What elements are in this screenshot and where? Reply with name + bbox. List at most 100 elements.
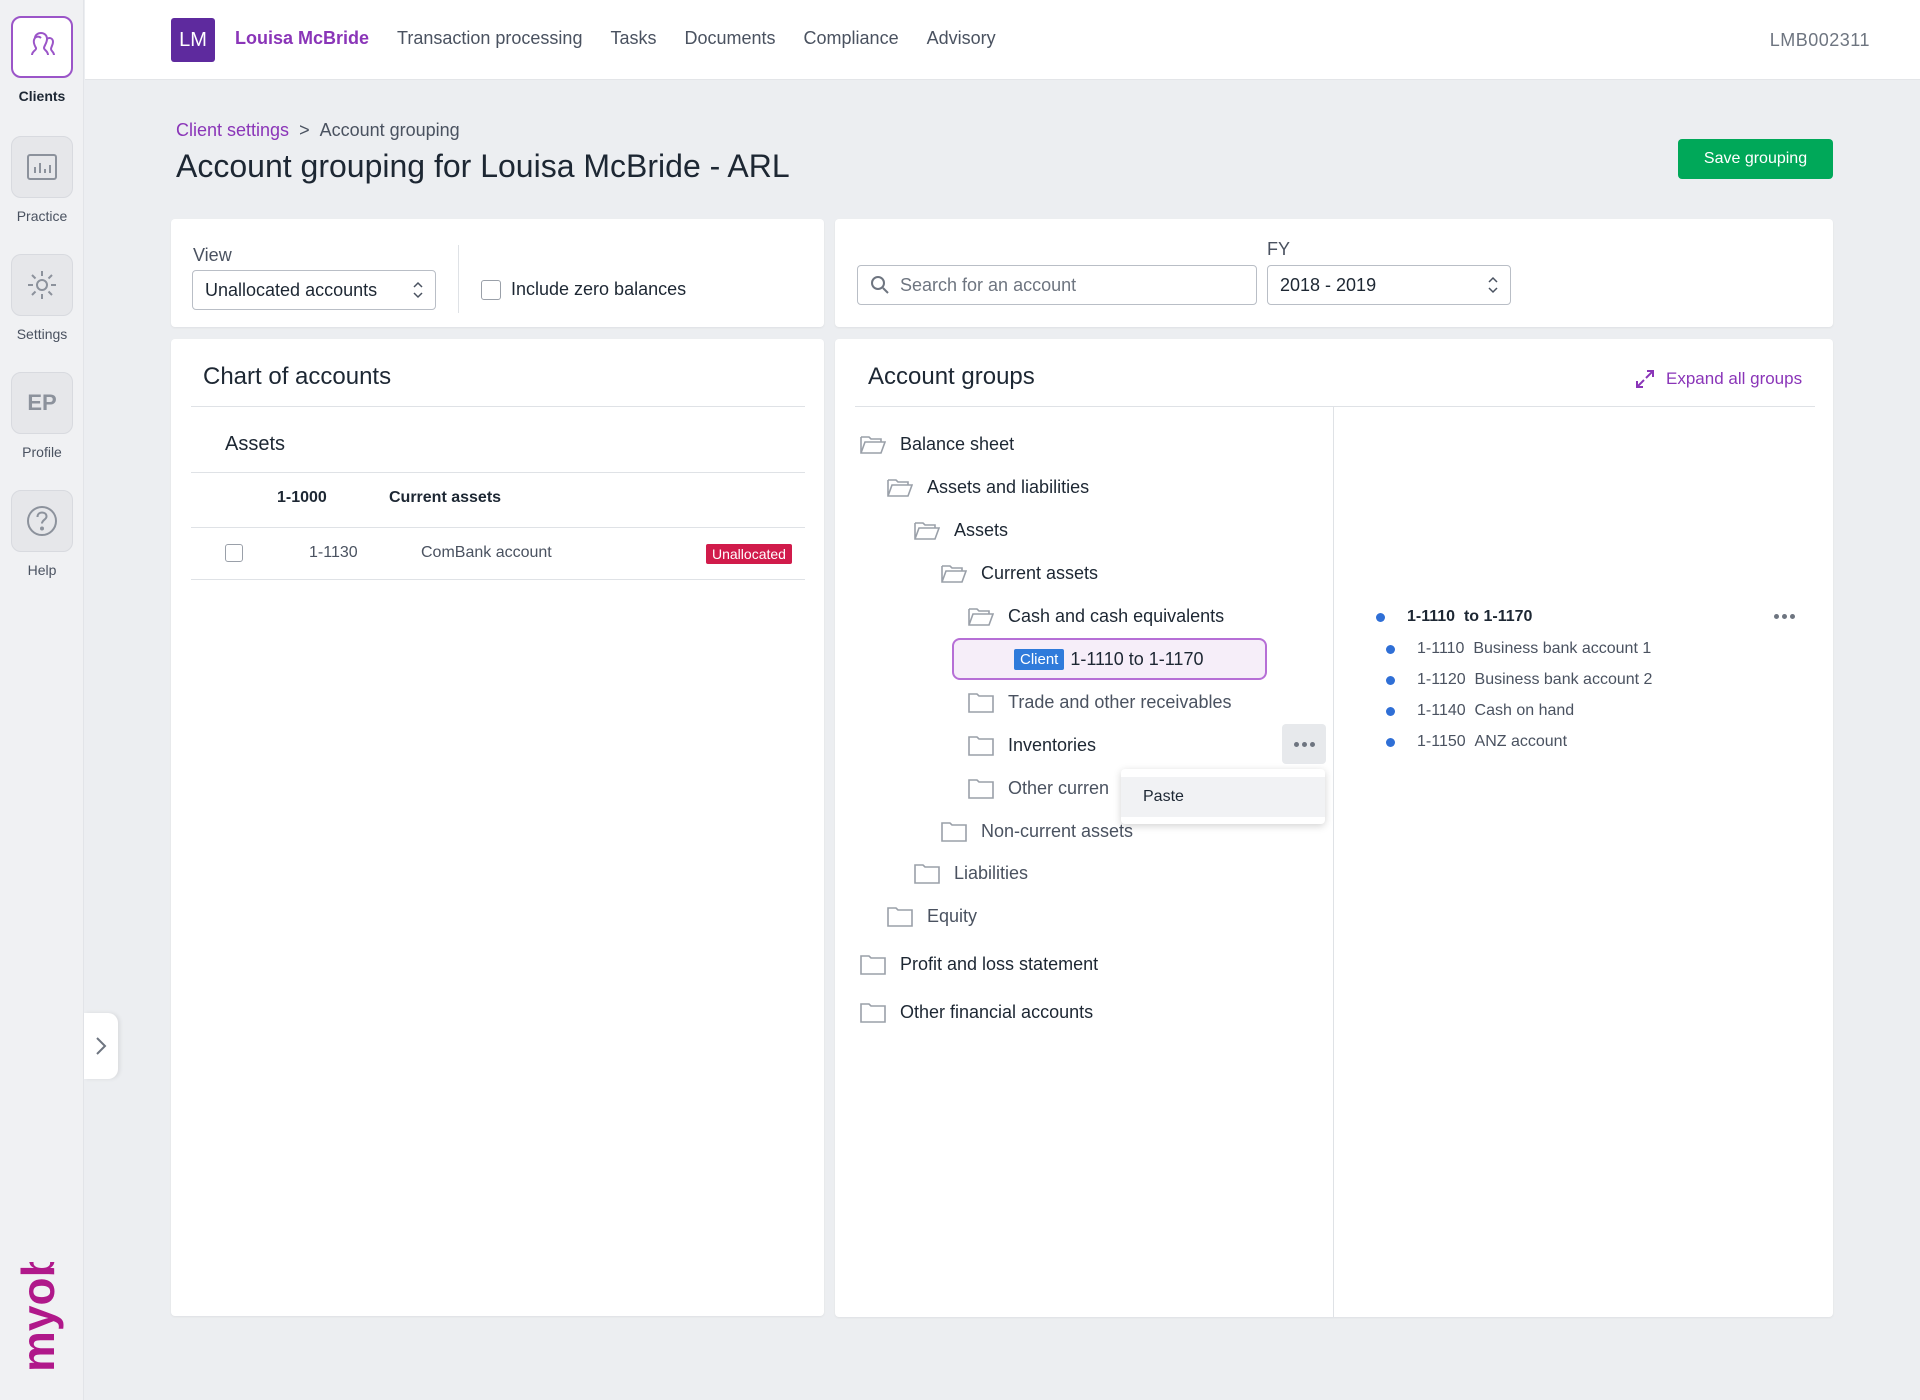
fy-select[interactable]: 2018 - 2019 bbox=[1267, 265, 1511, 305]
breadcrumb-current: Account grouping bbox=[319, 120, 460, 140]
unallocated-badge: Unallocated bbox=[706, 544, 792, 564]
row-checkbox[interactable] bbox=[225, 544, 243, 562]
menu-item-paste[interactable]: Paste bbox=[1121, 777, 1325, 817]
list-item: 1-1140 Cash on hand bbox=[1386, 702, 1574, 720]
chart-of-accounts-card: Chart of accounts Assets 1-1000 Current … bbox=[171, 339, 824, 1316]
selected-account-range[interactable]: Client 1-1110 to 1-1170 bbox=[952, 638, 1267, 680]
rail-label-profile: Profile bbox=[22, 444, 62, 460]
nav-tasks[interactable]: Tasks bbox=[610, 28, 657, 48]
range-more-button[interactable] bbox=[1774, 614, 1795, 619]
bullet-icon bbox=[1376, 612, 1385, 622]
view-label: View bbox=[193, 245, 232, 265]
gear-icon bbox=[28, 271, 56, 299]
svg-text:myob: myob bbox=[14, 1262, 64, 1372]
open-folder-icon bbox=[941, 562, 967, 584]
help-icon bbox=[27, 506, 57, 536]
tree-label: Assets bbox=[954, 519, 1009, 540]
folder-icon bbox=[941, 820, 967, 842]
tree-item-non-current-assets[interactable]: Non-current assets bbox=[941, 820, 1133, 842]
save-grouping-button[interactable]: Save grouping bbox=[1678, 139, 1833, 179]
myob-logo: myob bbox=[14, 1262, 64, 1372]
rail-item-profile[interactable]: EP Profile bbox=[0, 372, 84, 460]
bullet-icon bbox=[1386, 644, 1395, 654]
tree-item-assets-and-liabilities[interactable]: Assets and liabilities bbox=[887, 476, 1089, 498]
nav-client-name[interactable]: Louisa McBride bbox=[235, 28, 370, 48]
tree-label: Equity bbox=[927, 905, 978, 926]
coa-group-name: Current assets bbox=[389, 489, 502, 506]
left-rail: Clients Practice Settings EP Profile bbox=[0, 0, 84, 1400]
expand-all-groups-link[interactable]: Expand all groups bbox=[1634, 368, 1802, 390]
tree-label: Profit and loss statement bbox=[900, 953, 1099, 974]
tree-item-assets[interactable]: Assets bbox=[914, 519, 1008, 541]
profile-initials: EP bbox=[27, 390, 57, 415]
rail-item-settings[interactable]: Settings bbox=[0, 254, 84, 342]
coa-group-code: 1-1000 bbox=[277, 489, 327, 506]
select-arrows-icon bbox=[413, 281, 423, 299]
folder-icon bbox=[887, 905, 913, 927]
rail-item-help[interactable]: Help bbox=[0, 490, 84, 578]
client-badge: Client bbox=[1014, 648, 1065, 670]
more-icon bbox=[1774, 614, 1779, 619]
breadcrumb-client-settings[interactable]: Client settings bbox=[176, 120, 290, 140]
folder-icon bbox=[860, 1001, 886, 1023]
account-code: 1-1120 bbox=[1417, 671, 1466, 688]
breadcrumb: Client settings > Account grouping bbox=[176, 120, 460, 141]
rail-label-practice: Practice bbox=[16, 208, 68, 224]
range-from: 1-1110 bbox=[1407, 608, 1456, 625]
open-folder-icon bbox=[860, 433, 886, 455]
open-folder-icon bbox=[887, 476, 913, 498]
folder-icon bbox=[860, 953, 886, 975]
tree-item-other-current[interactable]: Other curren bbox=[968, 777, 1109, 799]
fy-label: FY bbox=[1267, 239, 1291, 259]
clients-icon bbox=[31, 31, 55, 56]
list-item: 1-1150 ANZ account bbox=[1386, 733, 1567, 751]
tree-item-equity[interactable]: Equity bbox=[887, 905, 977, 927]
zero-balances-option[interactable]: Include zero balances bbox=[481, 279, 686, 300]
folder-icon bbox=[914, 862, 940, 884]
bullet-icon bbox=[1386, 706, 1395, 716]
account-groups-card: Account groups bbox=[835, 339, 1833, 1317]
folder-icon bbox=[968, 734, 994, 756]
coa-section-label: Assets bbox=[225, 433, 286, 455]
tree-item-cash-and-cash-equivalents[interactable]: Cash and cash equivalents bbox=[968, 605, 1224, 627]
tree-label: Liabilities bbox=[954, 862, 1029, 883]
client-code: LMB002311 bbox=[1769, 30, 1870, 50]
list-item: 1-1110 Business bank account 1 bbox=[1386, 640, 1651, 658]
tree-item-balance-sheet[interactable]: Balance sheet bbox=[860, 433, 1014, 455]
table-row[interactable]: 1-1130 ComBank account Unallocated bbox=[193, 542, 805, 572]
zero-balances-checkbox[interactable] bbox=[481, 279, 501, 300]
tree-item-other-financial-accounts[interactable]: Other financial accounts bbox=[860, 1001, 1093, 1023]
fy-select-value: 2018 - 2019 bbox=[1280, 274, 1377, 295]
search-input[interactable]: Search for an account bbox=[857, 265, 1257, 305]
tree-label: Balance sheet bbox=[900, 433, 1015, 454]
tree-label: Other curren bbox=[1008, 777, 1110, 798]
tree-label: Trade and other receivables bbox=[1008, 691, 1232, 712]
bullet-icon bbox=[1386, 675, 1395, 685]
nav-advisory[interactable]: Advisory bbox=[926, 28, 996, 48]
inventories-more-button[interactable] bbox=[1282, 724, 1326, 764]
page-title: Account grouping for Louisa McBride - AR… bbox=[176, 148, 790, 184]
tree-item-profit-and-loss[interactable]: Profit and loss statement bbox=[860, 953, 1098, 975]
rail-label-help: Help bbox=[27, 562, 57, 578]
expand-sidebar-button[interactable] bbox=[84, 1013, 118, 1079]
row-account-name: ComBank account bbox=[421, 544, 552, 561]
expand-all-groups-label: Expand all groups bbox=[1666, 369, 1803, 388]
tree-item-trade-receivables[interactable]: Trade and other receivables bbox=[968, 691, 1231, 713]
nav-documents[interactable]: Documents bbox=[684, 28, 776, 48]
rail-label-clients: Clients bbox=[18, 88, 66, 104]
nav-compliance[interactable]: Compliance bbox=[803, 28, 899, 48]
rail-item-practice[interactable]: Practice bbox=[0, 136, 84, 224]
client-avatar[interactable]: LM bbox=[171, 18, 215, 62]
tree-item-liabilities[interactable]: Liabilities bbox=[914, 862, 1028, 884]
view-select[interactable]: Unallocated accounts bbox=[192, 270, 436, 310]
rail-item-clients[interactable]: Clients bbox=[0, 16, 84, 104]
tree-item-current-assets[interactable]: Current assets bbox=[941, 562, 1098, 584]
tree-label: Non-current assets bbox=[981, 820, 1134, 841]
tree-item-inventories[interactable]: Inventories bbox=[968, 734, 1096, 756]
range-to: to 1-1170 bbox=[1463, 608, 1533, 625]
search-placeholder: Search for an account bbox=[900, 274, 1077, 295]
practice-chart-icon bbox=[27, 154, 57, 180]
tree-label: Current assets bbox=[981, 562, 1099, 583]
nav-transaction-processing[interactable]: Transaction processing bbox=[397, 28, 583, 48]
divider bbox=[191, 406, 805, 407]
